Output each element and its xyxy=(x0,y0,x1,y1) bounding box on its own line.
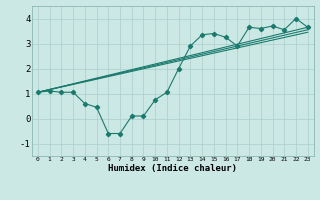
X-axis label: Humidex (Indice chaleur): Humidex (Indice chaleur) xyxy=(108,164,237,173)
